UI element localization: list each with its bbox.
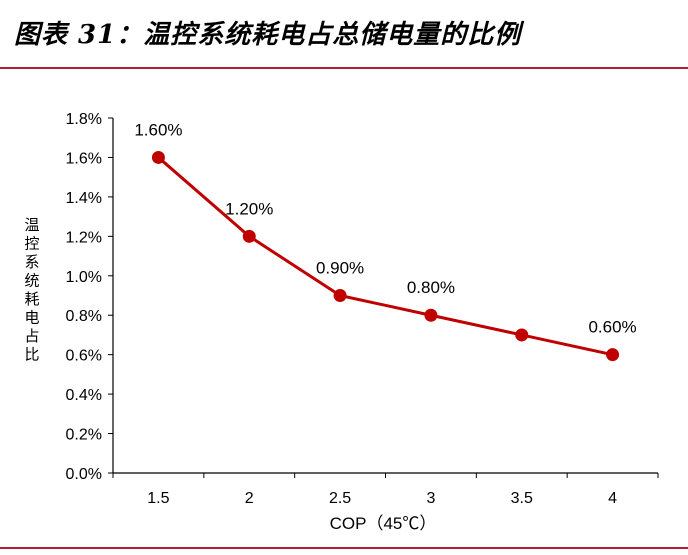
y-axis-label-char: 温 xyxy=(24,217,39,234)
data-point xyxy=(606,348,620,362)
x-axis-ticks: 1.5 2 2.5 3 3.5 4 xyxy=(112,473,659,507)
data-point xyxy=(151,150,165,164)
y-axis-label-char: 系 xyxy=(24,254,39,271)
x-axis-label: COP（45℃） xyxy=(330,514,437,533)
data-point xyxy=(242,229,256,243)
series-line xyxy=(151,150,620,362)
data-label: 0.80% xyxy=(407,278,455,297)
y-axis-label-char: 耗 xyxy=(24,291,39,308)
y-tick-label: 1.6% xyxy=(66,150,102,167)
y-axis-label-char: 比 xyxy=(24,347,39,364)
x-tick-label: 1.5 xyxy=(147,490,169,507)
y-tick-label: 0.2% xyxy=(66,427,102,444)
data-labels: 1.60% 1.20% 0.90% 0.80% 0.60% xyxy=(134,120,636,336)
chart-area: 温控系统耗电占比 0.0% 0.2% 0.4% 0.6% 0.8% 1.0% 1.2% 1.4… xyxy=(0,69,688,547)
title-bar: 图表 31：温控系统耗电占总储电量的比例 xyxy=(0,0,688,66)
y-axis-label-char: 电 xyxy=(24,310,39,327)
data-label: 0.90% xyxy=(316,259,364,278)
data-label: 1.60% xyxy=(134,120,182,139)
y-tick-label: 0.0% xyxy=(66,466,102,483)
data-label: 1.20% xyxy=(225,199,273,218)
y-tick-label: 1.8% xyxy=(66,111,102,128)
x-tick-label: 2.5 xyxy=(329,490,351,507)
title-rule xyxy=(0,67,688,69)
data-point xyxy=(424,308,438,322)
figure-title: 图表 31：温控系统耗电占总储电量的比例 xyxy=(14,20,522,50)
y-tick-label: 1.0% xyxy=(66,269,102,286)
data-point xyxy=(515,328,529,342)
y-tick-label: 0.8% xyxy=(66,308,102,325)
data-point xyxy=(333,289,347,302)
y-axis-label-char: 统 xyxy=(24,273,39,290)
axes xyxy=(112,118,658,474)
y-axis-label-char: 占 xyxy=(24,328,39,345)
y-tick-label: 0.4% xyxy=(66,387,102,404)
bottom-rule xyxy=(0,547,688,549)
y-tick-label: 1.4% xyxy=(66,190,102,207)
x-tick-label: 3 xyxy=(426,490,435,507)
data-label: 0.60% xyxy=(588,318,636,337)
x-tick-label: 3.5 xyxy=(511,490,533,507)
y-tick-label: 0.6% xyxy=(66,348,102,365)
x-tick-label: 4 xyxy=(608,490,617,507)
y-axis-label-char: 控 xyxy=(24,236,39,253)
y-axis-ticks: 0.0% 0.2% 0.4% 0.6% 0.8% 1.0% 1.2% 1.4% 1.6% 1.8% xyxy=(66,111,113,483)
x-tick-label: 2 xyxy=(245,490,254,507)
series-path xyxy=(157,156,613,357)
y-tick-label: 1.2% xyxy=(66,229,102,246)
